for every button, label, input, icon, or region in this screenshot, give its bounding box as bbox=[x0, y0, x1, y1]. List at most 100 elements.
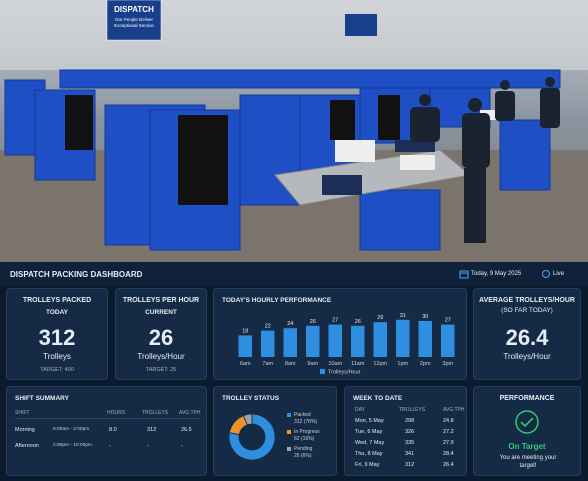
live-icon bbox=[542, 270, 550, 278]
legend-value: 62 (16%) bbox=[294, 436, 315, 442]
legend-swatch bbox=[320, 369, 325, 374]
performance-message: You are meeting your target! bbox=[499, 455, 557, 469]
kpi-subtitle: (SO FAR TODAY) bbox=[501, 307, 553, 314]
legend-swatch bbox=[287, 413, 291, 417]
table-cell: 24.8 bbox=[443, 418, 454, 424]
header-bar bbox=[0, 262, 588, 286]
kpi-card: AVERAGE TROLLEYS/HOUR (SO FAR TODAY) 26.… bbox=[473, 288, 581, 380]
x-tick-label: 11am bbox=[351, 361, 365, 367]
table-header: HOURS bbox=[107, 410, 126, 416]
legend-swatch bbox=[287, 447, 291, 451]
kpi-subtitle: CURRENT bbox=[145, 309, 177, 316]
x-tick-label: 8am bbox=[285, 361, 296, 367]
table-cell: Mon, 5 May bbox=[355, 418, 384, 424]
bar bbox=[351, 325, 365, 357]
status-card: TROLLEY STATUS Packed 312 (78%) In Progres… bbox=[213, 386, 337, 476]
bar bbox=[373, 322, 387, 357]
bar bbox=[328, 324, 342, 357]
live-status: Live bbox=[553, 271, 565, 277]
divider bbox=[15, 418, 200, 419]
kpi-value: 26.4 bbox=[505, 325, 549, 350]
x-tick-label: 12pm bbox=[373, 361, 387, 367]
sign-title: DISPATCH bbox=[114, 5, 154, 14]
legend-label: Pending bbox=[294, 446, 313, 452]
x-tick-label: 6am bbox=[240, 361, 251, 367]
performance-status: On Target bbox=[508, 442, 546, 451]
bar-value-label: 30 bbox=[422, 314, 428, 320]
bar bbox=[306, 325, 320, 357]
kpi-value: 26 bbox=[148, 325, 174, 350]
kpi-target: TARGET: 400 bbox=[40, 367, 74, 373]
table-header: DAY bbox=[355, 407, 365, 413]
table-cell: - bbox=[109, 443, 111, 449]
kpi-value: 312 bbox=[38, 325, 76, 350]
legend-value: 312 (78%) bbox=[294, 419, 317, 425]
legend-value: 26 (6%) bbox=[294, 453, 312, 459]
bar-value-label: 31 bbox=[400, 313, 406, 319]
table-cell: Afternoon bbox=[15, 443, 39, 449]
table-title: SHIFT SUMMARY bbox=[15, 395, 69, 402]
chart-title: TODAY'S HOURLY PERFORMANCE bbox=[222, 297, 332, 304]
bar-value-label: 27 bbox=[445, 318, 451, 324]
performance-title: PERFORMANCE bbox=[499, 395, 555, 402]
table-cell: 341 bbox=[405, 451, 415, 457]
chart-title: TROLLEY STATUS bbox=[222, 395, 280, 402]
kpi-unit: Trolleys/Hour bbox=[503, 352, 551, 361]
table-cell: 8.0 bbox=[109, 427, 117, 433]
kpi-subtitle: TODAY bbox=[45, 309, 69, 316]
bar-value-label: 18 bbox=[242, 328, 248, 334]
kpi-unit: Trolleys bbox=[43, 352, 71, 361]
kpi-card: TROLLEYS PER HOUR CURRENT 26 Trolleys/Ho… bbox=[115, 288, 207, 380]
calendar-icon bbox=[459, 270, 469, 279]
table-header: TROLLEYS bbox=[142, 410, 169, 416]
table-cell: - bbox=[181, 443, 183, 449]
bar-value-label: 22 bbox=[265, 324, 271, 330]
table-cell: 335 bbox=[405, 440, 415, 446]
bar bbox=[238, 335, 252, 357]
bar-chart: 18 22 24 26 27 26 29 31 30 27 6am 7am 8am 9am 10am 11am… bbox=[238, 313, 455, 376]
x-tick-label: 2pm bbox=[420, 361, 431, 367]
bar-value-label: 26 bbox=[355, 319, 361, 325]
warehouse-photo: DISPATCH Our People Deliver Exceptional … bbox=[0, 0, 588, 262]
bar bbox=[418, 321, 432, 357]
check-icon bbox=[515, 410, 539, 434]
bar bbox=[261, 330, 275, 357]
donut-segment bbox=[228, 413, 276, 461]
bar bbox=[441, 324, 455, 357]
kpi-title: TROLLEYS PER HOUR bbox=[122, 297, 200, 304]
table-header: TROLLEYS bbox=[399, 407, 426, 413]
table-cell: 27.9 bbox=[443, 440, 454, 446]
table-cell: 298 bbox=[405, 418, 415, 424]
kpi-title: AVERAGE TROLLEYS/HOUR bbox=[479, 297, 575, 304]
table-cell: 326 bbox=[405, 429, 415, 435]
bar-value-label: 29 bbox=[377, 315, 383, 321]
table-cell: 2:00pm - 10:00pm bbox=[53, 443, 92, 448]
week-card: WEEK TO DATE DAY TROLLEYS AVG TPH Mon, 5 Ma… bbox=[344, 386, 467, 476]
bar bbox=[283, 328, 297, 357]
table-header: AVG TPH bbox=[179, 410, 201, 416]
legend-label: Trolleys/Hour bbox=[328, 370, 361, 376]
table-cell: 312 bbox=[147, 427, 157, 433]
table-cell: - bbox=[147, 443, 149, 449]
sign-subtitle: Our People Deliver Exceptional Service bbox=[114, 17, 154, 28]
legend-label: In Progress bbox=[294, 429, 320, 435]
kpi-target: TARGET: 25 bbox=[145, 367, 177, 373]
table-cell: 26.4 bbox=[443, 462, 454, 468]
kpi-unit: Trolleys/Hour bbox=[137, 352, 185, 361]
bar-value-label: 26 bbox=[310, 319, 316, 325]
table-cell: Thu, 8 May bbox=[355, 451, 383, 457]
date: Today, 9 May 2025 bbox=[471, 271, 522, 277]
table-cell: Tue, 6 May bbox=[355, 429, 383, 435]
bar-value-label: 24 bbox=[287, 321, 293, 327]
table-cell: 28.4 bbox=[443, 451, 454, 457]
x-tick-label: 9am bbox=[307, 361, 318, 367]
hourly-card: TODAY'S HOURLY PERFORMANCE 18 22 24 26 27 26 2… bbox=[213, 288, 467, 380]
shift-card: SHIFT SUMMARY SHIFT HOURS TROLLEYS AVG TPH M… bbox=[6, 386, 207, 476]
bar-value-label: 27 bbox=[332, 318, 338, 324]
kpi-title: TROLLEYS PACKED bbox=[22, 297, 92, 304]
dashboard-title: DISPATCH PACKING DASHBOARD bbox=[10, 270, 143, 279]
x-tick-label: 10am bbox=[328, 361, 342, 367]
table-cell: 27.2 bbox=[443, 429, 454, 435]
